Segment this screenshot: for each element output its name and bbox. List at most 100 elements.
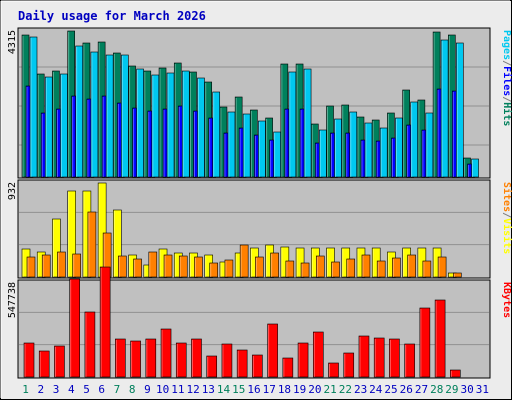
y-max-label: 547738 <box>7 282 18 318</box>
x-tick-label: 7 <box>114 383 121 396</box>
bar-pages <box>151 74 160 178</box>
bar-sites <box>453 272 462 278</box>
bar-kbytes <box>191 338 202 378</box>
bar-pages <box>29 36 38 178</box>
bar-pages <box>242 113 251 178</box>
x-tick-label: 19 <box>293 383 306 396</box>
bar-sites <box>41 254 51 278</box>
bar-kbytes <box>297 342 309 378</box>
bar-visits <box>67 190 76 278</box>
bar-sites <box>255 256 264 278</box>
x-tick-label: 6 <box>98 383 105 396</box>
bar-sites <box>376 260 386 278</box>
bar-pages <box>44 76 53 178</box>
bar-pages <box>334 118 342 178</box>
legend-entry: Hits <box>501 102 512 126</box>
x-tick-label: 22 <box>339 383 352 396</box>
x-tick-label: 15 <box>232 383 245 396</box>
bar-sites <box>315 255 325 278</box>
bar-pages <box>379 127 388 178</box>
bar-pages <box>181 70 190 178</box>
bar-sites <box>87 211 97 278</box>
bar-pages <box>440 39 449 178</box>
bar-pages <box>303 68 312 178</box>
bar-pages <box>471 158 479 178</box>
bar-sites <box>178 255 188 278</box>
bar-pages <box>136 68 144 178</box>
bar-kbytes <box>54 345 65 378</box>
bar-kbytes <box>221 343 233 378</box>
bar-sites <box>331 261 340 278</box>
x-tick-label: 30 <box>461 383 474 396</box>
bar-kbytes <box>115 338 126 378</box>
bar-visits <box>295 247 305 278</box>
bar-pages <box>90 51 99 178</box>
bar-kbytes <box>312 331 324 378</box>
legend-entry: Sites <box>501 182 512 212</box>
x-tick-label: 12 <box>186 383 199 396</box>
bar-sites <box>118 255 127 278</box>
bar-pages <box>425 112 434 178</box>
bar-pages <box>273 131 281 178</box>
bar-sites <box>133 258 142 278</box>
bar-sites <box>57 251 66 278</box>
bar-pages <box>105 54 114 178</box>
bar-kbytes <box>419 307 431 378</box>
bar-kbytes <box>99 266 111 378</box>
legend-entry: / <box>501 212 512 218</box>
bar-pages <box>197 77 205 178</box>
x-tick-label: 21 <box>324 383 337 396</box>
bar-kbytes <box>69 278 80 378</box>
bar-kbytes <box>450 369 461 378</box>
bar-sites <box>163 254 173 278</box>
bar-sites <box>224 259 234 278</box>
x-tick-label: 24 <box>369 383 383 396</box>
bar-pages <box>258 120 266 178</box>
bar-kbytes <box>267 323 278 378</box>
x-tick-label: 11 <box>171 383 184 396</box>
series-legend: Sites/Visits <box>501 182 512 254</box>
bar-kbytes <box>328 362 339 378</box>
x-tick-label: 26 <box>400 383 413 396</box>
x-tick-label: 3 <box>53 383 60 396</box>
bar-pages <box>395 117 403 178</box>
bar-kbytes <box>358 335 370 378</box>
bar-pages <box>60 73 68 178</box>
x-tick-label: 29 <box>445 383 458 396</box>
bar-sites <box>407 254 416 278</box>
legend-entry: Visits <box>501 218 512 254</box>
legend-entry: / <box>501 96 512 102</box>
bar-pages <box>227 111 236 178</box>
x-tick-label: 1 <box>22 383 29 396</box>
x-tick-label: 31 <box>476 383 489 396</box>
bar-sites <box>422 260 432 278</box>
bar-pages <box>410 101 418 178</box>
x-tick-label: 23 <box>354 383 367 396</box>
x-tick-label: 27 <box>415 383 428 396</box>
bar-kbytes <box>282 357 294 378</box>
bar-kbytes <box>145 338 157 378</box>
x-tick-label: 28 <box>430 383 443 396</box>
bar-sites <box>209 262 219 278</box>
bar-kbytes <box>252 354 263 378</box>
x-tick-label: 8 <box>129 383 136 396</box>
x-tick-label: 25 <box>384 383 397 396</box>
bar-kbytes <box>175 342 187 378</box>
bar-kbytes <box>84 311 96 378</box>
bar-pages <box>456 42 464 178</box>
bar-sites <box>285 260 295 278</box>
bar-sites <box>361 254 371 278</box>
x-tick-label: 4 <box>68 383 75 396</box>
bar-kbytes <box>389 338 400 378</box>
bar-sites <box>239 244 249 278</box>
bar-pages <box>364 122 373 178</box>
bar-kbytes <box>38 350 50 378</box>
legend-entry: KBytes <box>501 282 512 318</box>
legend-entry: Pages <box>501 30 512 60</box>
bar-pages <box>288 71 297 178</box>
bar-sites <box>392 257 401 278</box>
bar-sites <box>26 256 36 278</box>
x-tick-label: 20 <box>308 383 321 396</box>
bar-sites <box>346 258 356 278</box>
